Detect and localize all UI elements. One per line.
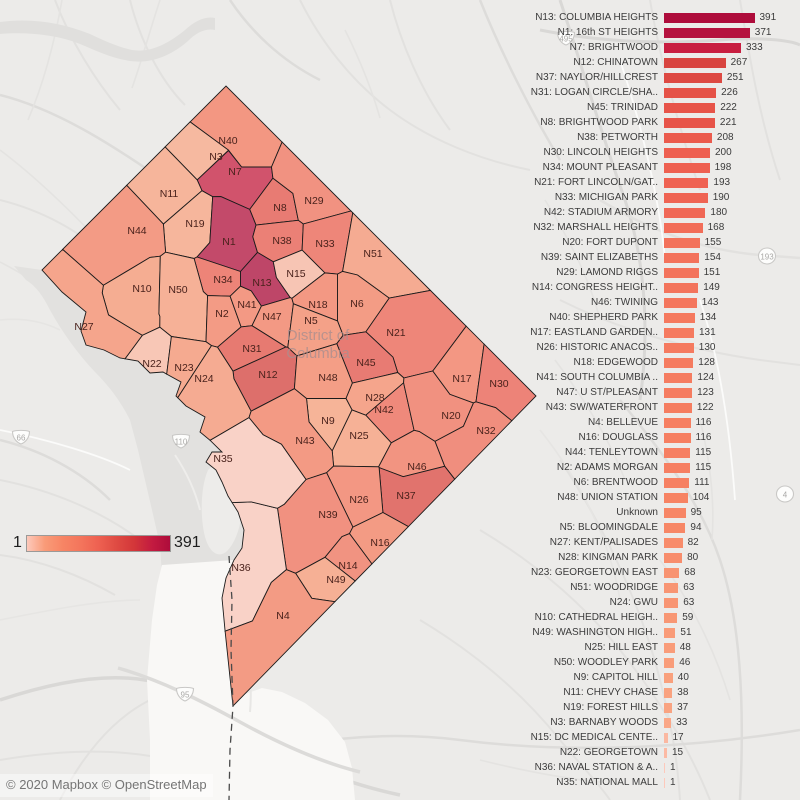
svg-text:N3: N3 (209, 151, 223, 163)
svg-text:N5: N5 (304, 315, 318, 327)
svg-text:N27: N27 (74, 321, 93, 333)
svg-text:N31: N31 (242, 343, 261, 355)
svg-text:N23: N23 (174, 362, 193, 374)
svg-text:N33: N33 (315, 238, 334, 250)
svg-text:N44: N44 (127, 225, 146, 237)
svg-text:N51: N51 (363, 248, 382, 260)
svg-text:District of: District of (287, 327, 350, 344)
svg-text:N46: N46 (407, 461, 426, 473)
svg-text:N28: N28 (365, 392, 384, 404)
svg-text:N2: N2 (215, 308, 229, 320)
svg-text:N26: N26 (349, 494, 368, 506)
svg-text:N1: N1 (222, 236, 236, 248)
svg-text:N7: N7 (228, 166, 242, 178)
svg-text:N47: N47 (262, 311, 281, 323)
svg-text:193: 193 (760, 253, 774, 262)
svg-text:N49: N49 (326, 574, 345, 586)
svg-text:66: 66 (17, 434, 26, 443)
svg-text:N20: N20 (441, 410, 460, 422)
svg-text:N12: N12 (258, 369, 277, 381)
svg-text:495: 495 (559, 35, 573, 44)
svg-text:N43: N43 (295, 435, 314, 447)
svg-text:N32: N32 (476, 425, 495, 437)
svg-text:N17: N17 (452, 373, 471, 385)
svg-text:95: 95 (181, 691, 190, 700)
svg-text:N37: N37 (396, 490, 415, 502)
svg-text:N30: N30 (489, 378, 508, 390)
svg-text:4: 4 (783, 491, 788, 500)
svg-text:Columbia: Columbia (286, 345, 350, 362)
svg-text:N42: N42 (374, 404, 393, 416)
svg-text:N22: N22 (142, 358, 161, 370)
svg-text:N18: N18 (308, 299, 327, 311)
svg-text:N25: N25 (349, 430, 368, 442)
svg-text:N50: N50 (168, 284, 187, 296)
svg-text:N38: N38 (272, 235, 291, 247)
svg-text:N41: N41 (237, 299, 256, 311)
svg-text:N40: N40 (218, 135, 237, 147)
svg-text:N16: N16 (370, 537, 389, 549)
svg-text:N14: N14 (338, 560, 357, 572)
svg-text:N6: N6 (350, 298, 364, 310)
svg-text:N4: N4 (276, 610, 290, 622)
svg-text:N15: N15 (286, 268, 305, 280)
svg-text:N9: N9 (321, 415, 335, 427)
svg-text:N21: N21 (386, 327, 405, 339)
svg-text:N24: N24 (194, 373, 213, 385)
svg-text:N36: N36 (231, 562, 250, 574)
svg-text:N34: N34 (213, 274, 232, 286)
svg-text:N45: N45 (356, 357, 375, 369)
svg-text:N11: N11 (160, 188, 179, 200)
svg-text:N10: N10 (132, 283, 151, 295)
svg-text:N13: N13 (252, 277, 271, 289)
svg-text:N8: N8 (273, 202, 287, 214)
svg-text:N48: N48 (318, 372, 337, 384)
svg-text:N39: N39 (318, 509, 337, 521)
svg-text:N19: N19 (185, 218, 204, 230)
svg-text:110: 110 (175, 438, 188, 447)
svg-text:N35: N35 (213, 453, 232, 465)
svg-text:N29: N29 (304, 195, 323, 207)
